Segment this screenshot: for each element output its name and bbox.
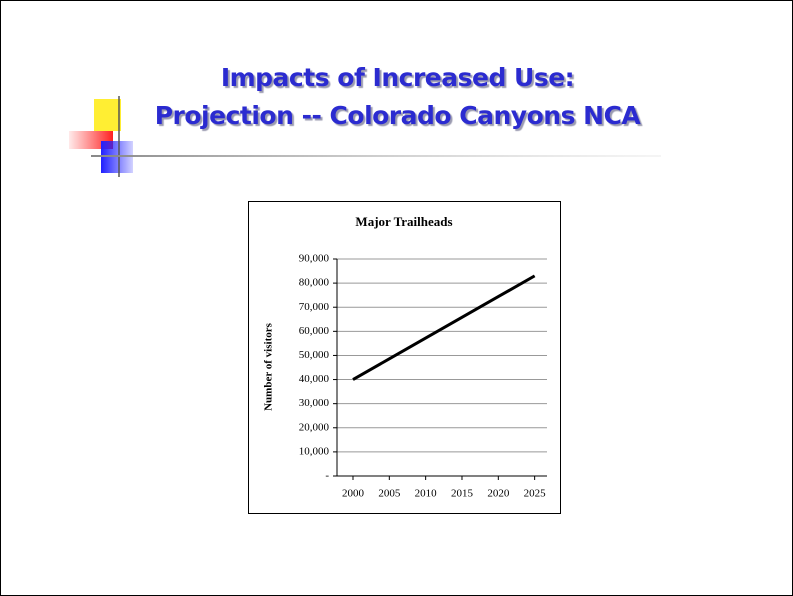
decor-rule	[91, 155, 661, 157]
decor-yellow	[94, 99, 121, 131]
slide-title-line: Impacts of Increased Use:	[220, 63, 575, 92]
y-tick-label: 10,000	[299, 445, 330, 457]
y-tick-label: 90,000	[299, 253, 330, 265]
x-tick-label: 2000	[342, 488, 365, 500]
y-tick-label: 50,000	[299, 349, 330, 361]
y-tick-label: 40,000	[299, 373, 330, 385]
y-tick-label: 20,000	[299, 421, 330, 433]
y-tick-label: 60,000	[299, 325, 330, 337]
x-tick-label: 2005	[378, 488, 401, 500]
chart-title: Major Trailheads	[355, 214, 452, 229]
chart-frame	[248, 201, 561, 514]
y-tick-label: -	[325, 470, 329, 482]
y-tick-label: 70,000	[299, 301, 330, 313]
x-tick-label: 2020	[487, 488, 510, 500]
y-tick-label: 30,000	[299, 397, 330, 409]
x-tick-label: 2015	[451, 488, 474, 500]
slide-title-line: Projection -- Colorado Canyons NCA	[154, 101, 641, 130]
y-tick-label: 80,000	[299, 277, 330, 289]
y-axis-label: Number of visitors	[263, 322, 275, 411]
data-line	[352, 274, 536, 381]
x-tick-label: 2010	[415, 488, 438, 500]
x-tick-label: 2025	[524, 488, 547, 500]
